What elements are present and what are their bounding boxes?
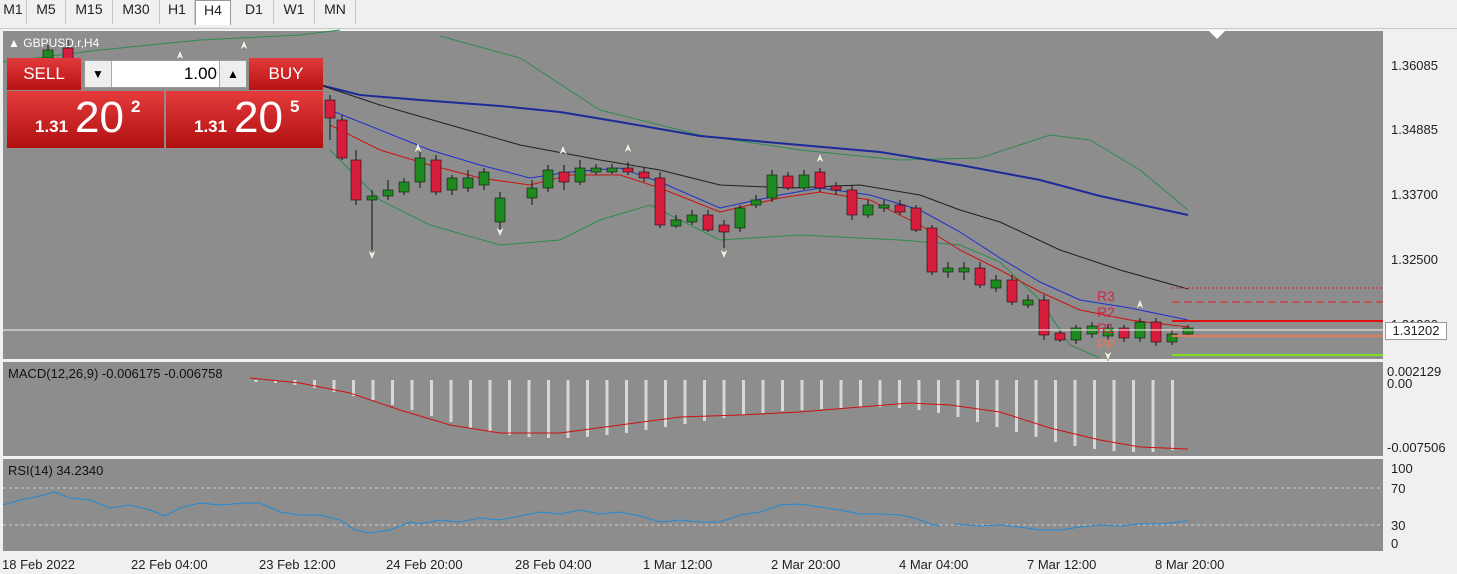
volume-decrease-icon[interactable]: ▼ xyxy=(85,61,112,87)
volume-increase-icon[interactable]: ▲ xyxy=(219,61,246,87)
tf-m5[interactable]: M5 xyxy=(27,0,66,24)
macd-tick: -0.007506 xyxy=(1387,440,1446,455)
time-tick: 24 Feb 20:00 xyxy=(386,557,463,572)
symbol-label: ▲ GBPUSD.r,H4 xyxy=(8,36,99,50)
sell-button[interactable]: SELL xyxy=(7,58,81,90)
tf-m15[interactable]: M15 xyxy=(66,0,113,24)
macd-tick: 0.002129 xyxy=(1387,364,1442,379)
time-tick: 2 Mar 20:00 xyxy=(771,557,841,572)
rsi-pane[interactable] xyxy=(3,459,1383,551)
sell-price-prefix: 1.31 xyxy=(35,117,69,136)
time-tick: 1 Mar 12:00 xyxy=(643,557,713,572)
time-tick: 8 Mar 20:00 xyxy=(1155,557,1225,572)
tf-h1[interactable]: H1 xyxy=(160,0,195,24)
rsi-tick: 70 xyxy=(1391,481,1406,496)
volume-field[interactable]: ▼ 1.00 ▲ xyxy=(84,60,247,88)
buy-price[interactable]: 1.31 20 5 xyxy=(166,91,323,148)
buy-price-big: 20 xyxy=(234,93,283,142)
sell-price-big: 20 xyxy=(75,93,124,142)
time-tick: 28 Feb 04:00 xyxy=(515,557,592,572)
buy-button[interactable]: BUY xyxy=(249,58,323,90)
rsi-label: RSI(14) 34.2340 xyxy=(8,463,104,478)
symbol-text: GBPUSD.r,H4 xyxy=(23,36,100,50)
volume-value[interactable]: 1.00 xyxy=(183,64,217,83)
rsi-tick: 30 xyxy=(1391,518,1406,533)
pivot-r3-label: R3 xyxy=(1097,288,1115,304)
sell-price-sup: 2 xyxy=(131,97,141,116)
macd-tick: 0.00 xyxy=(1387,376,1413,391)
pivot-r1-label: R1 xyxy=(1097,320,1115,336)
price-tick: 1.36085 xyxy=(1391,58,1438,73)
shift-marker-icon[interactable] xyxy=(1208,30,1226,39)
price-axis[interactable]: 1.36085 1.34885 1.33700 1.32500 1.31300 xyxy=(1383,31,1457,359)
sell-price[interactable]: 1.31 20 2 xyxy=(7,91,164,148)
rsi-axis: 100 70 30 0 xyxy=(1383,459,1457,551)
price-tick: 1.34885 xyxy=(1391,122,1438,137)
pivot-r2-label: R2 xyxy=(1097,304,1115,320)
buy-price-prefix: 1.31 xyxy=(194,117,228,136)
macd-label: MACD(12,26,9) -0.006175 -0.006758 xyxy=(8,366,223,381)
tf-m1[interactable]: M1 xyxy=(0,0,27,24)
rsi-tick: 100 xyxy=(1391,461,1413,476)
timeframe-toolbar: M1 M5 M15 M30 H1 H4 D1 W1 MN xyxy=(0,0,1457,29)
collapse-triangle-icon[interactable]: ▲ xyxy=(8,36,20,50)
price-tick: 1.33700 xyxy=(1391,187,1438,202)
tf-mn[interactable]: MN xyxy=(315,0,356,24)
current-price-label: 1.31202 xyxy=(1385,322,1447,340)
macd-axis: 0.002129 0.00 -0.007506 xyxy=(1383,362,1457,456)
time-tick: 22 Feb 04:00 xyxy=(131,557,208,572)
rsi-tick: 0 xyxy=(1391,536,1399,551)
time-tick: 7 Mar 12:00 xyxy=(1027,557,1097,572)
time-axis[interactable]: 18 Feb 2022 22 Feb 04:00 23 Feb 12:00 24… xyxy=(0,552,1457,574)
time-tick: 4 Mar 04:00 xyxy=(899,557,969,572)
price-tick: 1.32500 xyxy=(1391,252,1438,267)
tf-d1[interactable]: D1 xyxy=(235,0,274,24)
tf-h4[interactable]: H4 xyxy=(195,0,231,25)
pivot-pp-label: PP xyxy=(1097,336,1116,352)
buy-price-sup: 5 xyxy=(290,97,300,116)
tf-m30[interactable]: M30 xyxy=(113,0,160,24)
tf-w1[interactable]: W1 xyxy=(274,0,315,24)
time-tick: 18 Feb 2022 xyxy=(2,557,76,572)
time-tick: 23 Feb 12:00 xyxy=(259,557,336,572)
one-click-trading-panel: SELL ▼ 1.00 ▲ BUY 1.31 20 2 1.31 20 5 xyxy=(7,58,323,148)
